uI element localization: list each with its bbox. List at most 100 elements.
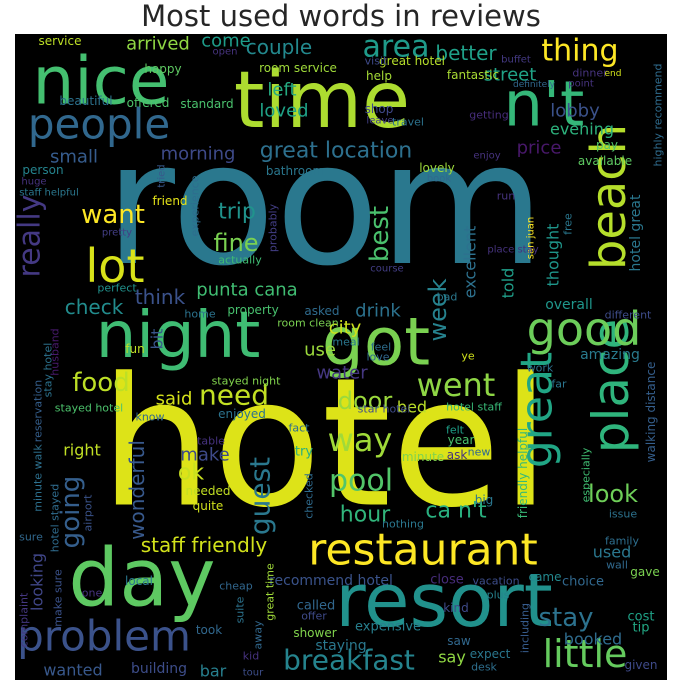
- word-stay: stay: [538, 603, 593, 633]
- word-stayed-hotel: stayed hotel: [55, 402, 123, 415]
- word-recommend-hotel: recommend hotel: [269, 573, 393, 589]
- word-small: small: [50, 147, 98, 168]
- word-property: property: [227, 303, 278, 317]
- word-bathroom: bathroom: [266, 164, 324, 178]
- word-need: need: [199, 379, 269, 412]
- word-open: open: [213, 47, 238, 58]
- word-pay: pay: [596, 138, 618, 152]
- word-people: people: [28, 100, 170, 149]
- word-offer: offer: [301, 610, 327, 623]
- word-vacation: vacation: [472, 575, 519, 588]
- word-actually: actually: [218, 254, 262, 267]
- word-say: say: [438, 648, 466, 667]
- word-punta-cana: punta cana: [196, 280, 297, 301]
- word-fact: fact: [289, 422, 311, 435]
- word-wanted: wanted: [43, 661, 102, 680]
- word-suite: suite: [234, 596, 247, 623]
- word-end: end: [605, 69, 622, 79]
- word-breakfast: breakfast: [283, 644, 415, 677]
- word-especially: especially: [580, 447, 593, 502]
- word-pretty: pretty: [102, 228, 132, 239]
- word-hour: hour: [340, 503, 391, 528]
- word-quite: quite: [193, 499, 224, 513]
- word-lobby: lobby: [550, 101, 600, 122]
- word-n-t: n't: [504, 68, 585, 141]
- word-price: price: [517, 138, 562, 159]
- word-room: room: [105, 106, 545, 304]
- word-service: service: [39, 34, 82, 48]
- word-loved: loved: [259, 101, 308, 122]
- word-great-location: great location: [260, 139, 412, 164]
- word-stay-hotel: stay hotel: [42, 343, 55, 398]
- word-experience: experience: [189, 175, 202, 236]
- word-minute: minute: [402, 450, 444, 464]
- word-point: point: [568, 79, 594, 90]
- word-table: table: [197, 435, 225, 448]
- word-great-hotel: great hotel: [379, 54, 445, 68]
- word-gave: gave: [630, 565, 659, 579]
- word-close: close: [430, 573, 463, 588]
- word-beach: beach: [581, 124, 637, 270]
- word-sure: sure: [19, 531, 43, 544]
- word-enjoyed: enjoyed: [218, 407, 266, 421]
- word-stayed-night: stayed night: [212, 375, 282, 388]
- word-away: away: [252, 620, 265, 649]
- word-far: far: [551, 378, 567, 391]
- word-new: new: [468, 446, 491, 459]
- word-help: help: [366, 69, 392, 83]
- word-bad: bad: [437, 291, 458, 304]
- word-friend: friend: [152, 194, 187, 208]
- word-place-stay: place stay: [487, 245, 538, 256]
- word-best: best: [365, 206, 395, 262]
- word-street: street: [484, 65, 537, 86]
- word-place: place: [582, 319, 640, 454]
- word-going: going: [56, 476, 86, 549]
- word-staying: staying: [315, 638, 366, 654]
- word-getting: getting: [469, 109, 508, 122]
- word-hotel-staff: hotel staff: [446, 401, 502, 414]
- word-took: took: [196, 623, 222, 637]
- word-went: went: [417, 366, 496, 404]
- word-issue: issue: [609, 508, 637, 521]
- word-perfect: perfect: [97, 282, 137, 295]
- word-including: including: [519, 603, 532, 653]
- word-water: water: [316, 363, 368, 384]
- word-nice: nice: [32, 43, 169, 120]
- word-expect: expect: [470, 647, 511, 661]
- word-complaint: complaint: [18, 592, 31, 647]
- word-tour: tour: [243, 668, 264, 679]
- word-star-hotel: star hotel: [358, 403, 411, 416]
- word-thought: thought: [544, 224, 563, 287]
- word-checked: checked: [303, 473, 316, 519]
- word-trip: trip: [218, 200, 256, 225]
- word-desk: desk: [471, 661, 497, 674]
- word-room-service: room service: [259, 61, 337, 75]
- word-happy: happy: [144, 62, 181, 76]
- word-room-clean: room clean: [277, 317, 339, 330]
- word-look: look: [588, 480, 638, 508]
- word-thing: thing: [541, 34, 618, 69]
- word-called: called: [297, 599, 336, 614]
- word-visit: visit: [365, 55, 388, 68]
- word-ask: ask: [447, 448, 468, 462]
- word-try: try: [295, 445, 313, 460]
- word-run: run: [497, 190, 515, 203]
- word-came: came: [528, 570, 561, 584]
- word-hotel-stayed: hotel stayed: [49, 484, 62, 552]
- word-amazing: amazing: [580, 347, 640, 363]
- word-highly-recommend: highly recommend: [652, 63, 665, 166]
- word-building: building: [131, 661, 187, 677]
- word-way: way: [328, 421, 393, 459]
- word-airport: airport: [82, 494, 95, 532]
- cloud-background: [15, 34, 667, 680]
- word-check: check: [65, 295, 124, 319]
- word-expensive: expensive: [355, 620, 421, 635]
- word-walking-distance: walking distance: [644, 362, 658, 463]
- word-evening: evening: [550, 120, 614, 139]
- chart-title: Most used words in reviews: [141, 0, 541, 33]
- word-overall: overall: [545, 297, 593, 313]
- word-said: said: [156, 389, 193, 410]
- word-pool: pool: [329, 464, 393, 499]
- word-reservation: reservation: [32, 380, 45, 442]
- word-ye: ye: [461, 350, 475, 363]
